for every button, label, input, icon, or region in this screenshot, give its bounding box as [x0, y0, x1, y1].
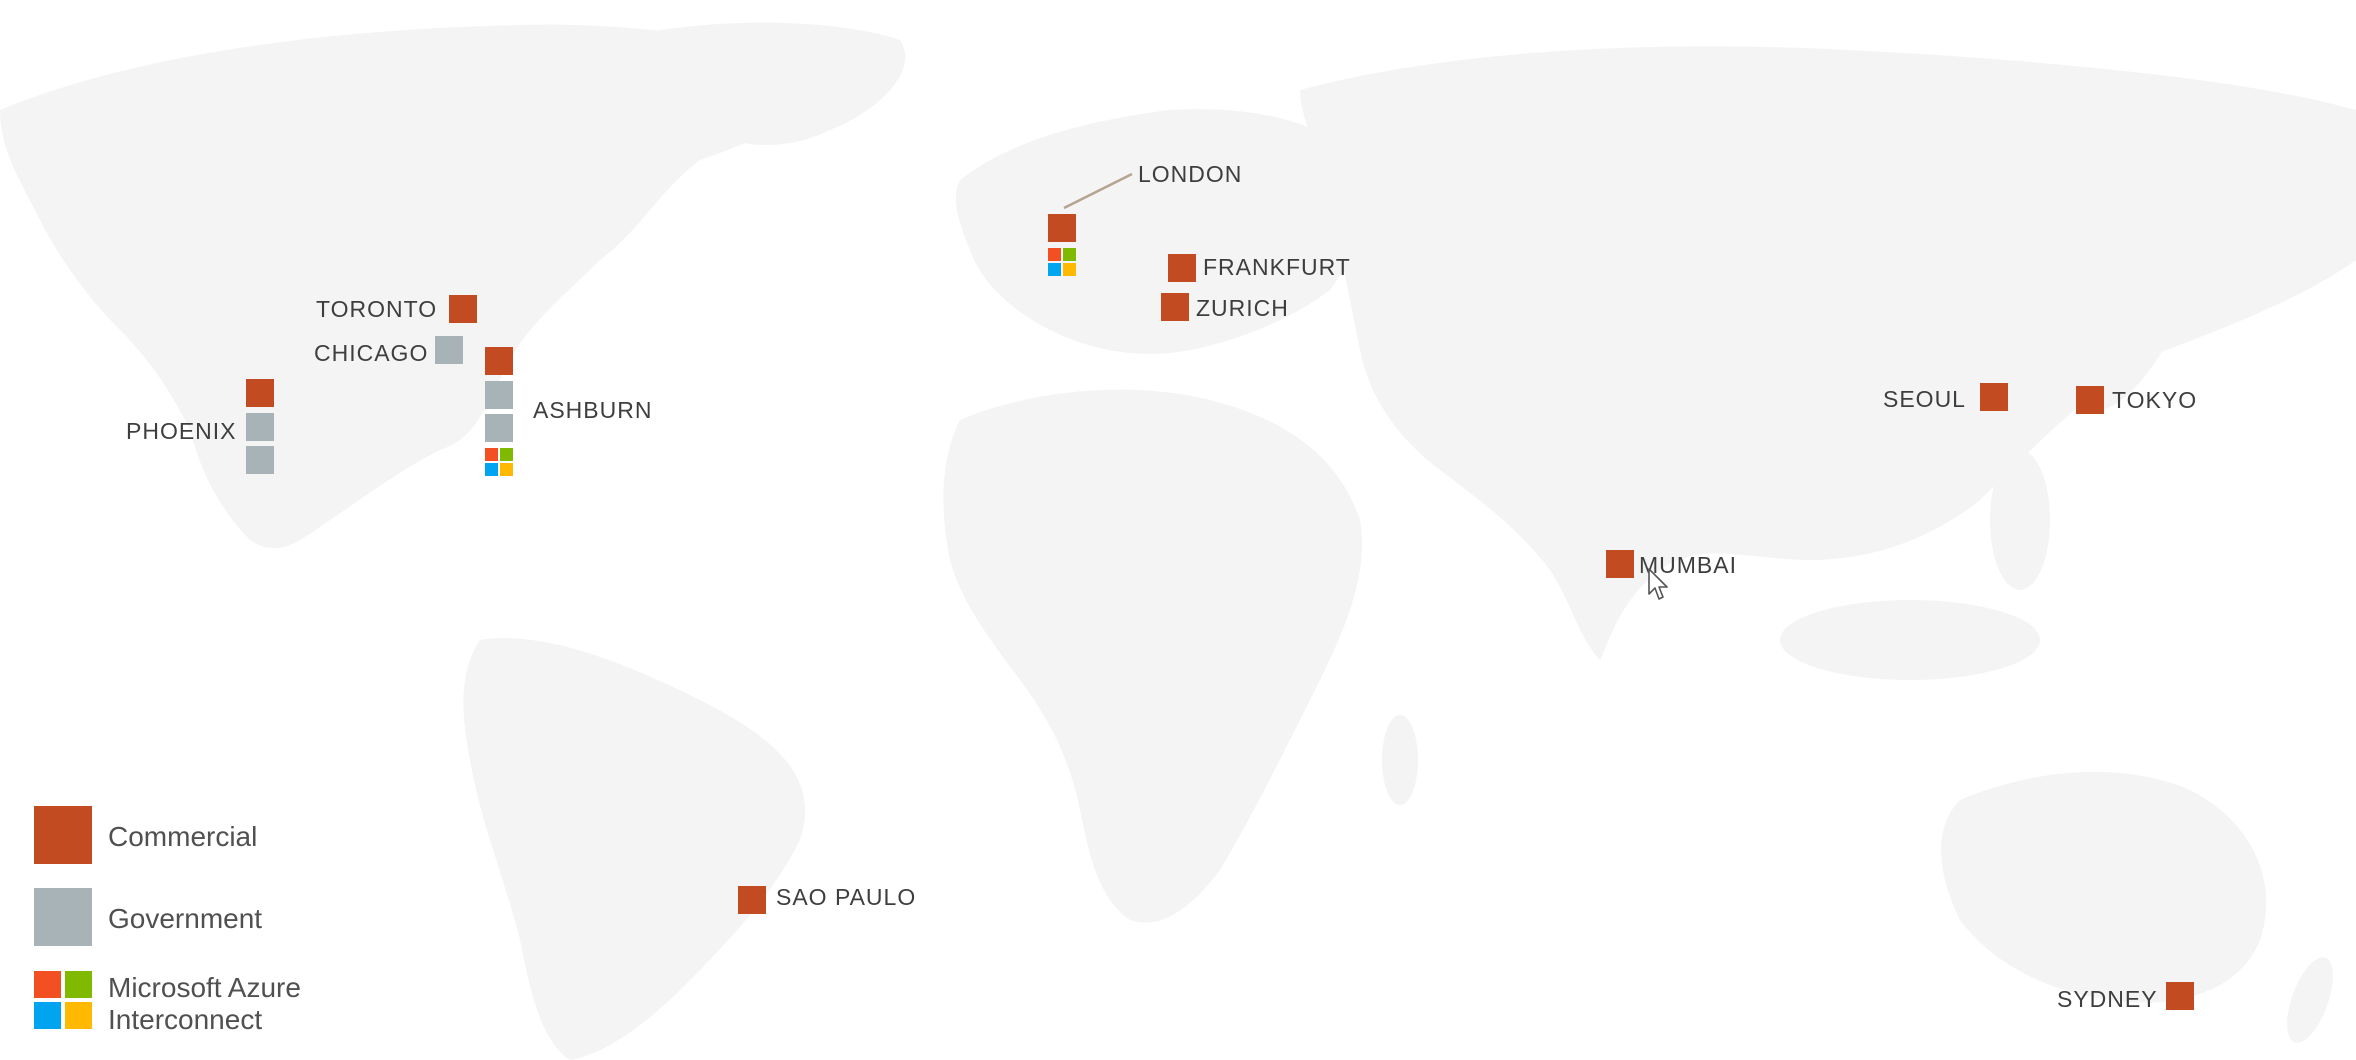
greenland-landmass	[658, 22, 906, 146]
london-commercial-marker[interactable]	[1048, 214, 1076, 242]
ashburn-commercial-marker[interactable]	[485, 347, 513, 375]
asia-landmass	[1300, 46, 2356, 661]
region-label-toronto: TORONTO	[316, 296, 438, 322]
south-america-landmass	[463, 638, 806, 1060]
legend-government-swatch	[34, 888, 92, 946]
london-azure-marker[interactable]	[1048, 248, 1076, 276]
phoenix-government-marker[interactable]	[246, 446, 274, 474]
toronto-commercial-marker[interactable]	[449, 295, 477, 323]
region-label-tokyo: TOKYO	[2112, 387, 2198, 413]
mouse-cursor-icon	[1648, 568, 1668, 600]
new-zealand-landmass	[2287, 957, 2333, 1043]
london-leader-line	[1063, 172, 1133, 210]
phoenix-government-marker[interactable]	[246, 413, 274, 441]
region-label-seoul: SEOUL	[1883, 386, 1966, 412]
ashburn-azure-marker[interactable]	[485, 448, 513, 476]
zurich-commercial-marker[interactable]	[1161, 293, 1189, 321]
phoenix-commercial-marker[interactable]	[246, 379, 274, 407]
region-label-chicago: CHICAGO	[314, 340, 429, 366]
region-label-sao-paulo: SAO PAULO	[776, 884, 917, 910]
tokyo-commercial-marker[interactable]	[2076, 386, 2104, 414]
ashburn-government-marker[interactable]	[485, 414, 513, 442]
legend-government-label: Government	[108, 903, 263, 934]
region-label-zurich: ZURICH	[1196, 295, 1289, 321]
region-label-sydney: SYDNEY	[2057, 986, 2158, 1012]
sao-paulo-commercial-marker[interactable]	[738, 886, 766, 914]
indonesia-landmass	[1780, 600, 2040, 680]
philippines-landmass	[1990, 450, 2050, 590]
north-america-landmass	[0, 24, 840, 549]
region-label-london: LONDON	[1138, 161, 1243, 187]
region-label-phoenix: PHOENIX	[126, 418, 237, 444]
ashburn-government-marker[interactable]	[485, 381, 513, 409]
sydney-commercial-marker[interactable]	[2166, 982, 2194, 1010]
mumbai-commercial-marker[interactable]	[1606, 550, 1634, 578]
madagascar-landmass	[1382, 715, 1418, 805]
region-label-ashburn: ASHBURN	[533, 397, 653, 423]
australia-landmass	[1941, 771, 2267, 1003]
region-label-mumbai: MUMBAI	[1639, 552, 1737, 578]
legend-commercial-swatch	[34, 806, 92, 864]
japan-landmass	[2088, 250, 2192, 410]
seoul-commercial-marker[interactable]	[1980, 383, 2008, 411]
legend-commercial-label: Commercial	[108, 821, 258, 852]
chicago-government-marker[interactable]	[435, 336, 463, 364]
legend-azure-label-line2: Interconnect	[108, 1004, 263, 1035]
region-label-frankfurt: FRANKFURT	[1203, 254, 1351, 280]
legend-azure-swatch	[34, 971, 92, 1029]
africa-landmass	[943, 389, 1362, 923]
legend-azure-label-line1: Microsoft Azure	[108, 972, 301, 1003]
frankfurt-commercial-marker[interactable]	[1168, 254, 1196, 282]
